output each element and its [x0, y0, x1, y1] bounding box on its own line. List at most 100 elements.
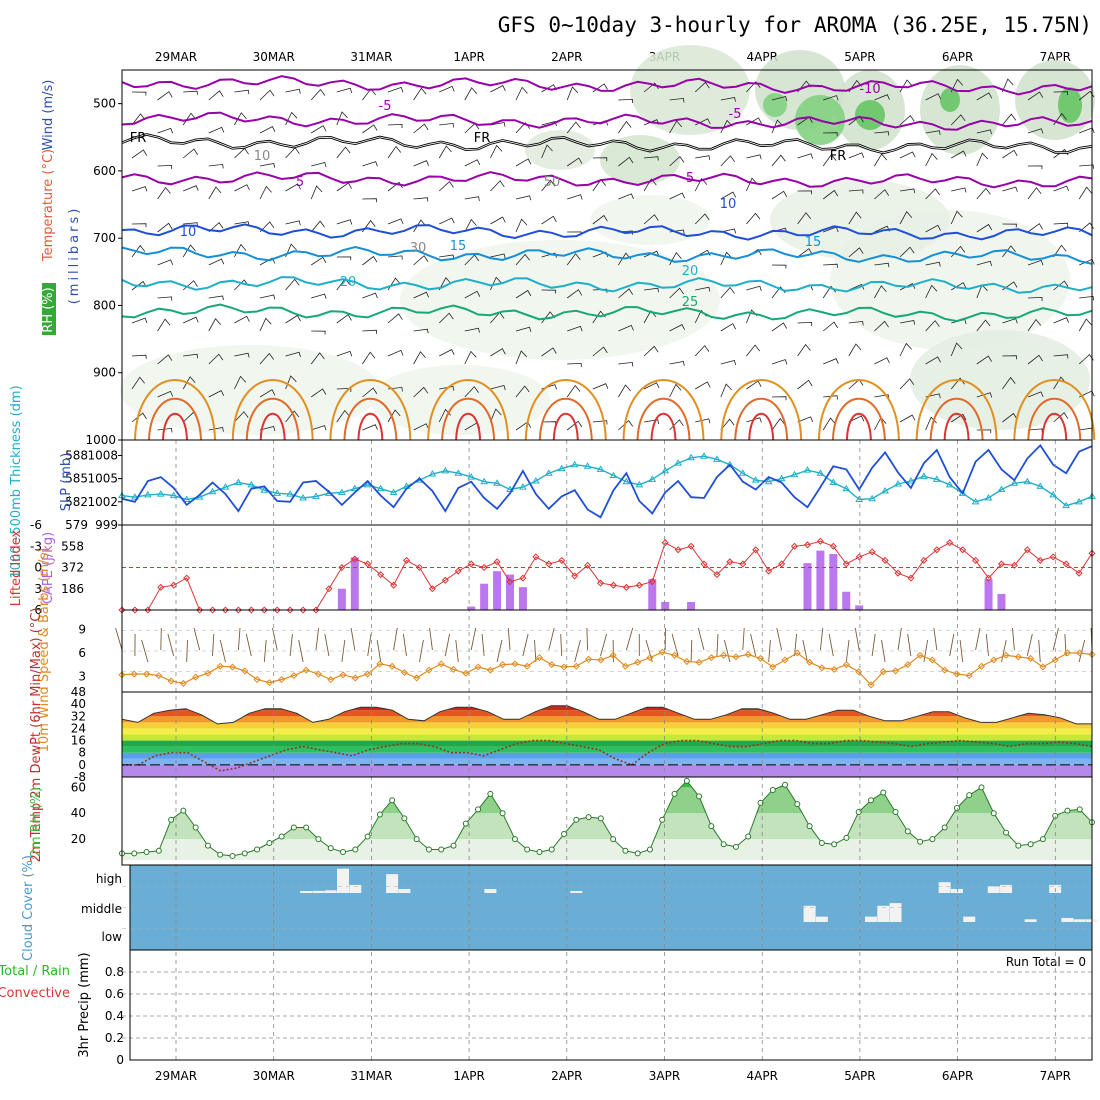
wind-speed-point — [449, 665, 458, 673]
wind-barb-10m — [854, 627, 860, 651]
wind-barb — [336, 146, 351, 159]
wind-barb — [848, 152, 865, 159]
date-label-top: 1APR — [453, 50, 484, 64]
li-point — [1062, 560, 1070, 568]
li-point — [415, 563, 424, 572]
wind-barb — [208, 318, 222, 332]
thickness-point — [777, 474, 786, 482]
rh-point — [131, 850, 138, 857]
wind-barb — [1027, 318, 1042, 332]
wind-speed-point — [535, 654, 544, 662]
cloud-level-label: high — [96, 872, 122, 886]
wind-barb — [950, 413, 967, 423]
thickness-tick-label: 585 — [65, 472, 88, 486]
cape-tick-label: 558 — [61, 539, 84, 553]
wind-barb — [413, 328, 429, 334]
wind-speed-point — [155, 672, 163, 680]
rh-point — [843, 834, 850, 841]
isotherm-30 — [622, 379, 705, 441]
li-point — [790, 542, 799, 550]
cape-bar — [842, 591, 851, 610]
temp-band — [122, 740, 1092, 747]
thickness-point — [169, 491, 178, 499]
wind-barb — [1053, 412, 1069, 423]
cloud-level-label: middle — [81, 902, 122, 916]
li-point — [674, 546, 682, 554]
wind-barb — [951, 150, 967, 159]
panel-frame-precip — [129, 949, 1093, 1061]
li-point — [765, 567, 773, 575]
wind-barb — [413, 123, 429, 134]
precip-tick-label: 0.8 — [105, 965, 124, 979]
isotherm-35 — [441, 397, 496, 441]
li-tick-label: 3 — [34, 582, 42, 596]
y-tick-label: 700 — [93, 231, 116, 245]
wind-barb — [925, 356, 941, 365]
thickness-point — [907, 476, 915, 484]
wind-barb-10m — [219, 639, 226, 663]
li-point — [1023, 546, 1031, 554]
rh-point — [904, 828, 911, 835]
wind-speed-point — [1014, 653, 1022, 661]
rh-point — [806, 823, 813, 830]
wind-barb — [925, 320, 940, 332]
isotherm-35 — [148, 397, 202, 441]
li-point — [377, 571, 385, 579]
wind-barb — [336, 314, 352, 324]
isotherm-30 — [817, 379, 900, 441]
wind-barb — [1002, 223, 1017, 228]
wind-barb — [1079, 295, 1094, 301]
wind-barb — [746, 417, 762, 423]
wind-barb — [797, 343, 811, 357]
date-label-top: 7APR — [1040, 50, 1071, 64]
wind-barb-10m — [1052, 627, 1059, 651]
wind-barb — [310, 185, 323, 200]
li-point — [1088, 549, 1096, 557]
rh-band — [122, 787, 1092, 814]
wind-barb — [618, 324, 634, 332]
wind-barb — [566, 86, 579, 101]
wind-barb — [413, 423, 430, 431]
y-tick-label: 1000 — [85, 433, 116, 447]
li-point — [1036, 556, 1044, 564]
wind-barb — [643, 419, 659, 424]
contour-label: 50 — [544, 175, 561, 190]
rh-tick-label: 20 — [71, 832, 86, 846]
temp-tick-label: 40 — [71, 697, 86, 711]
wind-barb — [1078, 318, 1092, 332]
wind-axis-label: 10m Wind Speed & Barbs (m/s) — [37, 548, 52, 753]
temp-tick-label: 0 — [78, 758, 86, 772]
wind-speed-point — [130, 670, 138, 678]
rh-shading — [1015, 60, 1095, 140]
wind-speed-point — [204, 669, 212, 677]
rh-point — [511, 836, 518, 843]
rh-point — [855, 808, 862, 815]
wind-barb — [925, 284, 938, 299]
temp-tick-label: -8 — [74, 770, 86, 784]
thickness-point — [467, 473, 476, 480]
wind-barb — [515, 326, 532, 333]
rh-point — [450, 842, 457, 849]
wind-barb — [413, 291, 430, 299]
li-point — [726, 558, 734, 566]
rh-point — [462, 820, 469, 827]
li-point — [506, 578, 514, 586]
wind-speed-point — [327, 675, 335, 684]
wind-barb — [310, 88, 326, 101]
li-point — [493, 558, 501, 566]
wind-barb — [182, 376, 196, 390]
wind-speed-point — [376, 660, 384, 668]
isotherm-40 — [650, 412, 677, 441]
wind-barb — [259, 163, 276, 168]
wind-barb — [566, 157, 583, 167]
rh-shading — [1058, 87, 1082, 123]
wind-barb — [1027, 187, 1042, 200]
wind-barb — [822, 153, 837, 167]
wind-tick-label: 6 — [78, 646, 86, 660]
wind-barb — [413, 160, 430, 167]
wind-barb — [592, 251, 609, 258]
li-point — [752, 546, 760, 554]
li-point — [778, 560, 786, 568]
thickness-point — [725, 460, 734, 468]
li-tick-label: 0 — [34, 561, 42, 575]
